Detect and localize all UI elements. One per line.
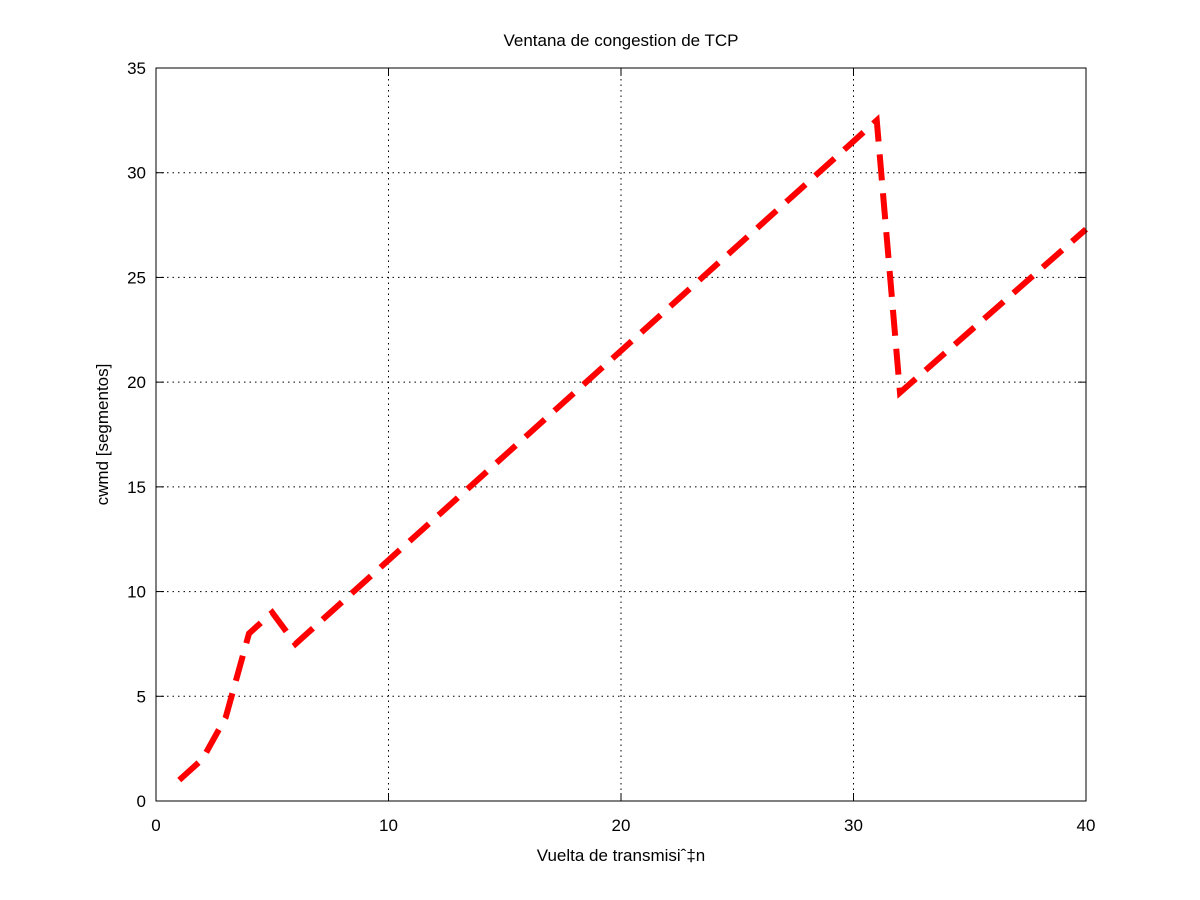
y-tick-label: 15 <box>127 478 146 497</box>
y-tick-label: 10 <box>127 583 146 602</box>
x-tick-label: 20 <box>612 816 631 835</box>
y-tick-label: 30 <box>127 164 146 183</box>
grid-layer <box>156 68 1086 801</box>
y-tick-label: 35 <box>127 59 146 78</box>
series-line <box>177 114 1088 783</box>
chart-title: Ventana de congestion de TCP <box>503 31 738 50</box>
x-tick-label: 30 <box>844 816 863 835</box>
y-tick-label: 20 <box>127 373 146 392</box>
y-axis-label: cwmd [segmentos] <box>93 364 112 506</box>
y-tick-label: 25 <box>127 268 146 287</box>
x-tick-label: 0 <box>151 816 160 835</box>
plot-frame <box>155 67 1087 802</box>
y-tick-label: 5 <box>137 687 146 706</box>
x-axis-label: Vuelta de transmisiˆ‡n <box>537 846 706 865</box>
y-tick-label: 0 <box>137 792 146 811</box>
tick-layer: 0 10 20 30 40 0 5 10 15 20 25 30 35 <box>127 59 1095 835</box>
x-tick-label: 40 <box>1077 816 1096 835</box>
x-tick-label: 10 <box>379 816 398 835</box>
series-layer <box>177 114 1088 783</box>
